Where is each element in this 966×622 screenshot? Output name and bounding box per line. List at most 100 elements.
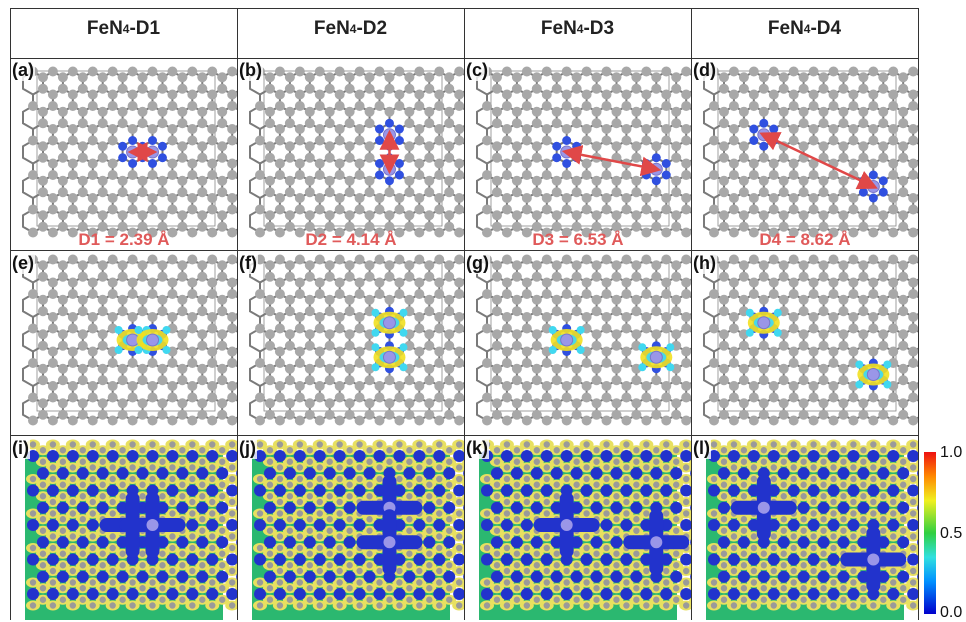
carbon-atom bbox=[553, 458, 560, 465]
carbon-atom bbox=[444, 294, 455, 305]
isosurface-depletion bbox=[883, 360, 892, 369]
carbon-atom bbox=[444, 221, 455, 232]
carbon-atom bbox=[159, 550, 166, 557]
panel-label-f: (f) bbox=[238, 253, 258, 274]
carbon-atom bbox=[354, 101, 365, 111]
carbon-atom bbox=[147, 193, 158, 203]
carbon-atom bbox=[404, 72, 415, 83]
carbon-atom bbox=[284, 306, 295, 317]
carbon-atom bbox=[611, 187, 622, 198]
carbon-atom bbox=[444, 118, 455, 129]
carbon-atom bbox=[800, 527, 807, 534]
carbon-atom bbox=[59, 585, 67, 592]
carbon-atom bbox=[603, 510, 610, 517]
carbon-atom bbox=[898, 83, 909, 94]
carbon-atom bbox=[394, 227, 405, 238]
carbon-atom bbox=[682, 475, 690, 483]
carbon-atom bbox=[414, 124, 425, 134]
carbon-atom bbox=[730, 475, 738, 483]
carbon-atom bbox=[127, 227, 138, 238]
elf-ring-center bbox=[226, 450, 237, 462]
carbon-atom bbox=[511, 271, 522, 282]
carbon-atom bbox=[878, 72, 889, 83]
iron-atom bbox=[649, 350, 663, 364]
carbon-atom bbox=[808, 289, 819, 299]
carbon-atom bbox=[828, 289, 839, 299]
carbon-atom bbox=[728, 254, 739, 265]
elf-ring-center bbox=[500, 553, 513, 566]
carbon-atom bbox=[137, 375, 148, 386]
nitrogen-atom bbox=[651, 176, 661, 186]
carbon-atom bbox=[603, 464, 610, 471]
elf-ring-center bbox=[717, 501, 730, 514]
carbon-atom bbox=[147, 101, 158, 111]
carbon-atom bbox=[571, 175, 582, 186]
elf-ring-center bbox=[767, 553, 780, 566]
carbon-atom bbox=[663, 475, 670, 483]
carbon-atom bbox=[404, 409, 415, 420]
carbon-atom bbox=[69, 441, 77, 448]
elf-ring-center bbox=[620, 484, 633, 497]
carbon-atom bbox=[838, 340, 849, 351]
carbon-atom bbox=[129, 475, 136, 483]
isosurface-depletion bbox=[114, 346, 123, 354]
carbon-atom bbox=[99, 550, 106, 557]
carbon-atom bbox=[860, 596, 867, 603]
carbon-atom bbox=[67, 204, 78, 215]
carbon-atom bbox=[129, 567, 136, 575]
carbon-atom bbox=[274, 66, 285, 77]
colorbar-tick-mid: 0.5 bbox=[940, 525, 963, 542]
carbon-atom bbox=[850, 498, 857, 506]
carbon-atom bbox=[209, 441, 216, 448]
isosurface-depletion bbox=[548, 326, 557, 334]
elf-ring-center bbox=[717, 536, 730, 549]
carbon-atom bbox=[454, 323, 464, 334]
carbon-atom bbox=[551, 398, 562, 409]
carbon-atom bbox=[850, 602, 857, 609]
carbon-atom bbox=[828, 323, 839, 334]
nitrogen-atom bbox=[858, 187, 868, 197]
carbon-atom bbox=[264, 210, 275, 221]
carbon-atom bbox=[159, 481, 166, 488]
carbon-atom bbox=[189, 533, 196, 540]
elf-ring-center bbox=[807, 484, 820, 497]
isosurface-depletion bbox=[745, 308, 754, 317]
carbon-atom bbox=[119, 458, 126, 465]
carbon-atom bbox=[454, 170, 464, 180]
carbon-atom bbox=[531, 294, 542, 305]
carbon-atom bbox=[511, 363, 522, 374]
elf-ring-center bbox=[413, 588, 426, 600]
carbon-atom bbox=[189, 464, 196, 471]
carbon-atom bbox=[848, 323, 859, 334]
carbon-atom bbox=[623, 441, 630, 448]
carbon-atom bbox=[533, 447, 540, 454]
carbon-atom bbox=[661, 135, 672, 146]
carbon-atom bbox=[87, 289, 98, 299]
carbon-atom bbox=[908, 323, 918, 334]
carbon-atom bbox=[591, 260, 602, 271]
carbon-atom bbox=[830, 475, 837, 483]
carbon-atom bbox=[49, 441, 57, 448]
carbon-atom bbox=[623, 579, 630, 586]
elf-ring-center bbox=[510, 501, 523, 514]
carbon-atom bbox=[304, 187, 315, 198]
carbon-atom bbox=[888, 89, 899, 100]
carbon-atom bbox=[641, 289, 652, 299]
carbon-atom bbox=[531, 118, 542, 129]
carbon-atom bbox=[99, 596, 106, 603]
carbon-atom bbox=[601, 346, 612, 357]
carbon-atom bbox=[137, 72, 148, 83]
carbon-atom bbox=[661, 193, 672, 203]
carbon-atom bbox=[581, 312, 592, 322]
carbon-atom bbox=[561, 289, 572, 299]
carbon-atom bbox=[264, 340, 275, 351]
carbon-atom bbox=[818, 409, 829, 420]
carbon-atom bbox=[820, 481, 827, 488]
carbon-atom bbox=[167, 135, 178, 146]
carbon-atom bbox=[828, 66, 839, 77]
carbon-atom bbox=[444, 329, 455, 340]
carbon-atom bbox=[344, 271, 355, 282]
carbon-atom bbox=[581, 254, 592, 265]
carbon-atom bbox=[49, 464, 57, 471]
carbon-atom bbox=[878, 294, 889, 305]
